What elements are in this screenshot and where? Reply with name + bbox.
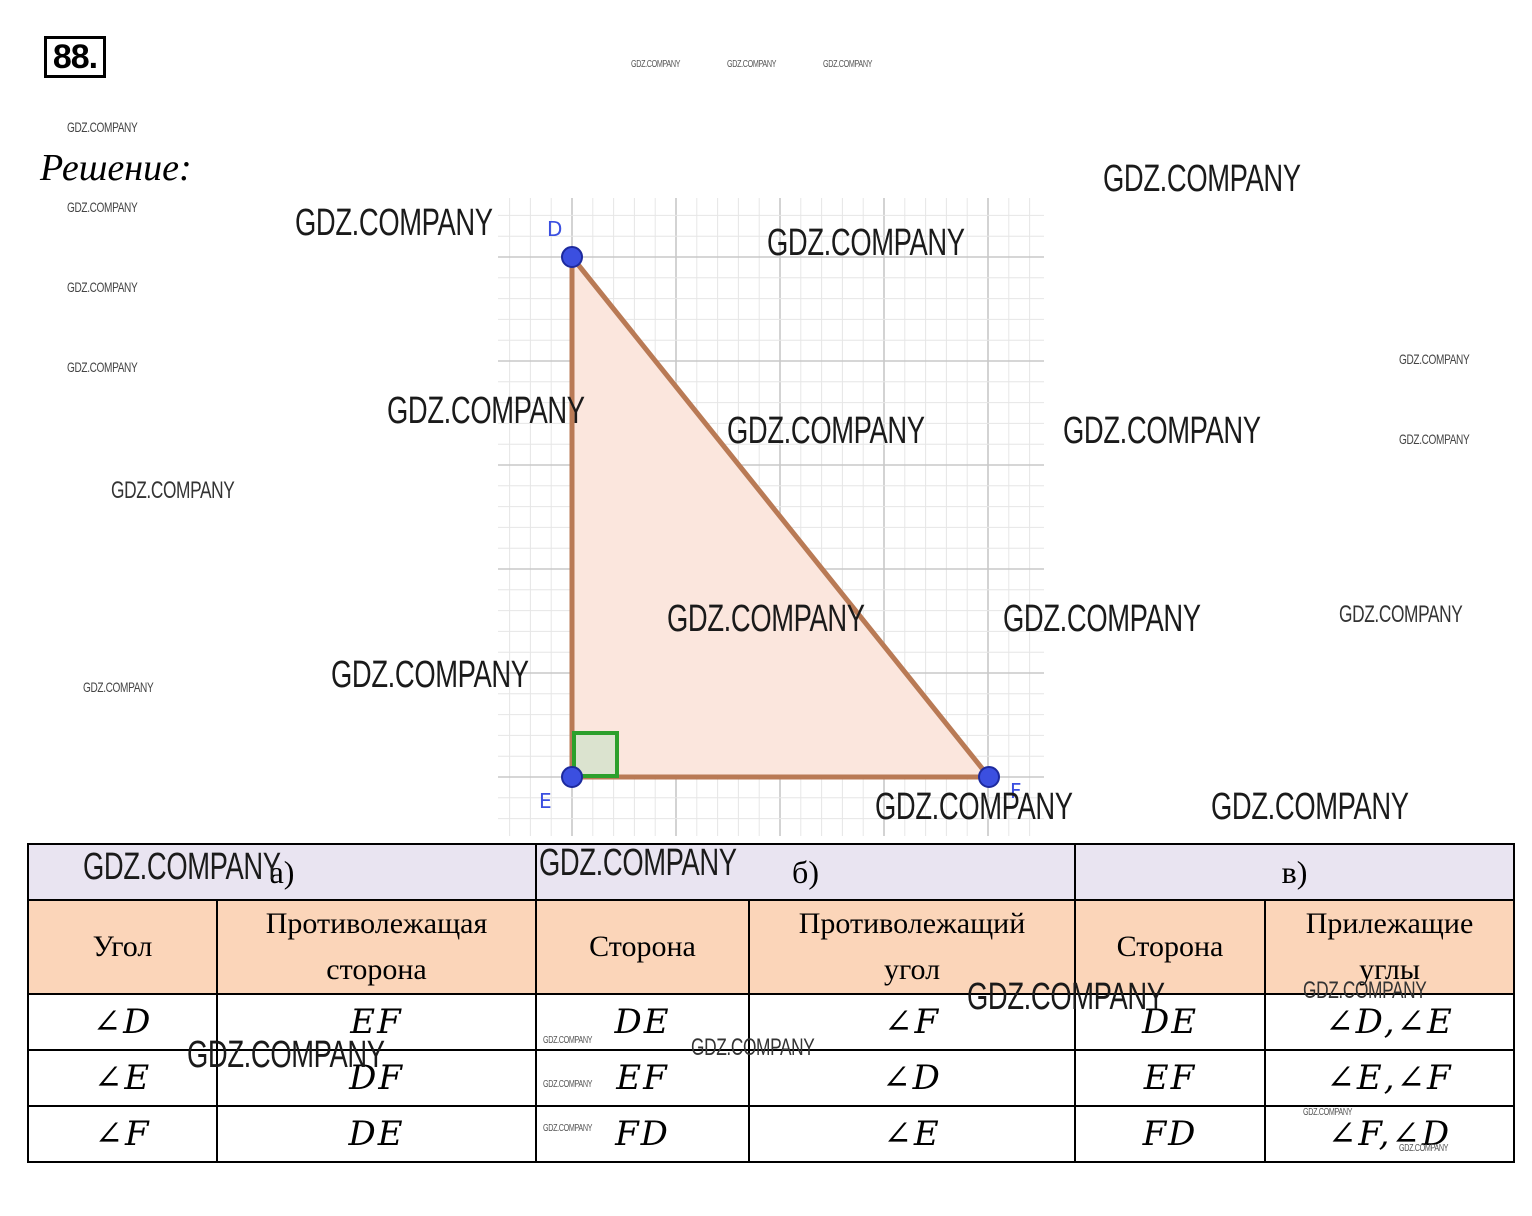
table-cell: DE: [535, 993, 751, 1051]
watermark: GDZ.COMPANY: [67, 119, 138, 135]
header-opposite-side: Противолежащая сторона: [215, 899, 538, 995]
watermark: GDZ.COMPANY: [727, 59, 777, 70]
table-cell: ∠D,∠E: [1264, 993, 1516, 1051]
table-cell: ∠D: [748, 1049, 1077, 1107]
watermark: GDZ.COMPANY: [83, 846, 281, 888]
table-row: ∠D EF DE ∠F DE ∠D,∠E: [27, 993, 1516, 1051]
table-row: ∠F DE FD ∠E FD ∠F,∠D: [27, 1105, 1516, 1163]
header-angle: Угол: [27, 899, 218, 995]
watermark: GDZ.COMPANY: [67, 279, 138, 295]
watermark: GDZ.COMPANY: [1339, 601, 1463, 628]
vertex-e-point: [561, 766, 583, 788]
table-cell: DE: [1074, 993, 1267, 1051]
header-side-b: Сторона: [535, 899, 751, 995]
watermark: GDZ.COMPANY: [727, 410, 925, 452]
solution-label: Решение:: [40, 147, 192, 189]
part-row: а) б) в): [26, 843, 1516, 901]
table-cell: ∠F: [748, 993, 1077, 1051]
watermark: GDZ.COMPANY: [543, 1079, 593, 1090]
watermark: GDZ.COMPANY: [967, 976, 1165, 1018]
watermark: GDZ.COMPANY: [67, 199, 138, 215]
header-adjacent-angles: Прилежащие углы: [1264, 899, 1516, 995]
watermark: GDZ.COMPANY: [875, 786, 1073, 828]
triangle-def: [569, 254, 992, 780]
watermark: GDZ.COMPANY: [295, 202, 493, 244]
watermark: GDZ.COMPANY: [387, 390, 585, 432]
watermark: GDZ.COMPANY: [823, 59, 873, 70]
watermark: GDZ.COMPANY: [1103, 158, 1301, 200]
watermark: GDZ.COMPANY: [83, 679, 154, 695]
watermark: GDZ.COMPANY: [767, 222, 965, 264]
vertex-e-label: E: [539, 789, 552, 813]
vertex-f-label: F: [1010, 779, 1022, 803]
table-cell: EF: [535, 1049, 751, 1107]
table-row: ∠E DF EF ∠D EF ∠E,∠F: [27, 1049, 1516, 1107]
table-cell: ∠D: [27, 993, 218, 1051]
table-cell: EF: [215, 993, 538, 1051]
watermark: GDZ.COMPANY: [1303, 977, 1427, 1004]
part-b-header: б): [535, 843, 1077, 901]
watermark: GDZ.COMPANY: [331, 654, 529, 696]
watermark: GDZ.COMPANY: [691, 1034, 815, 1061]
table-cell: DF: [215, 1049, 538, 1107]
answer-table: а) б) в) Угол Противолежащая сторона Стор…: [26, 843, 1516, 1163]
table-cell: DE: [215, 1105, 538, 1163]
watermark: GDZ.COMPANY: [631, 59, 681, 70]
watermark: GDZ.COMPANY: [67, 359, 138, 375]
column-header-row: Угол Противолежащая сторона Сторона Проти…: [27, 899, 1516, 995]
watermark: GDZ.COMPANY: [667, 598, 865, 640]
watermark: GDZ.COMPANY: [543, 1123, 593, 1134]
table-cell: ∠F,∠D: [1264, 1105, 1516, 1163]
table-cell: ∠E,∠F: [1264, 1049, 1516, 1107]
watermark: GDZ.COMPANY: [111, 477, 235, 504]
vertex-f-point: [978, 766, 1000, 788]
table-cell: ∠E: [27, 1049, 218, 1107]
table-cell: FD: [1074, 1105, 1267, 1163]
header-opposite-angle: Противолежащий угол: [748, 899, 1077, 995]
watermark: GDZ.COMPANY: [1063, 410, 1261, 452]
watermark: GDZ.COMPANY: [1399, 351, 1470, 367]
vertex-d-point: [561, 246, 583, 268]
header-side-c: Сторона: [1074, 899, 1267, 995]
table-cell: ∠F: [27, 1105, 218, 1163]
part-c-header: в): [1074, 843, 1516, 901]
table-cell: ∠E: [748, 1105, 1077, 1163]
watermark: GDZ.COMPANY: [187, 1034, 385, 1076]
table-cell: EF: [1074, 1049, 1267, 1107]
part-a-header: а): [26, 843, 538, 901]
right-angle-marker: [572, 731, 619, 778]
watermark: GDZ.COMPANY: [1399, 1143, 1449, 1154]
watermark: GDZ.COMPANY: [539, 842, 737, 884]
table-cell: FD: [535, 1105, 751, 1163]
vertex-d-label: D: [547, 217, 562, 241]
watermark: GDZ.COMPANY: [543, 1035, 593, 1046]
watermark: GDZ.COMPANY: [1211, 786, 1409, 828]
task-number: 88.: [44, 36, 106, 78]
watermark: GDZ.COMPANY: [1303, 1107, 1353, 1118]
watermark: GDZ.COMPANY: [1003, 598, 1201, 640]
watermark: GDZ.COMPANY: [1399, 431, 1470, 447]
